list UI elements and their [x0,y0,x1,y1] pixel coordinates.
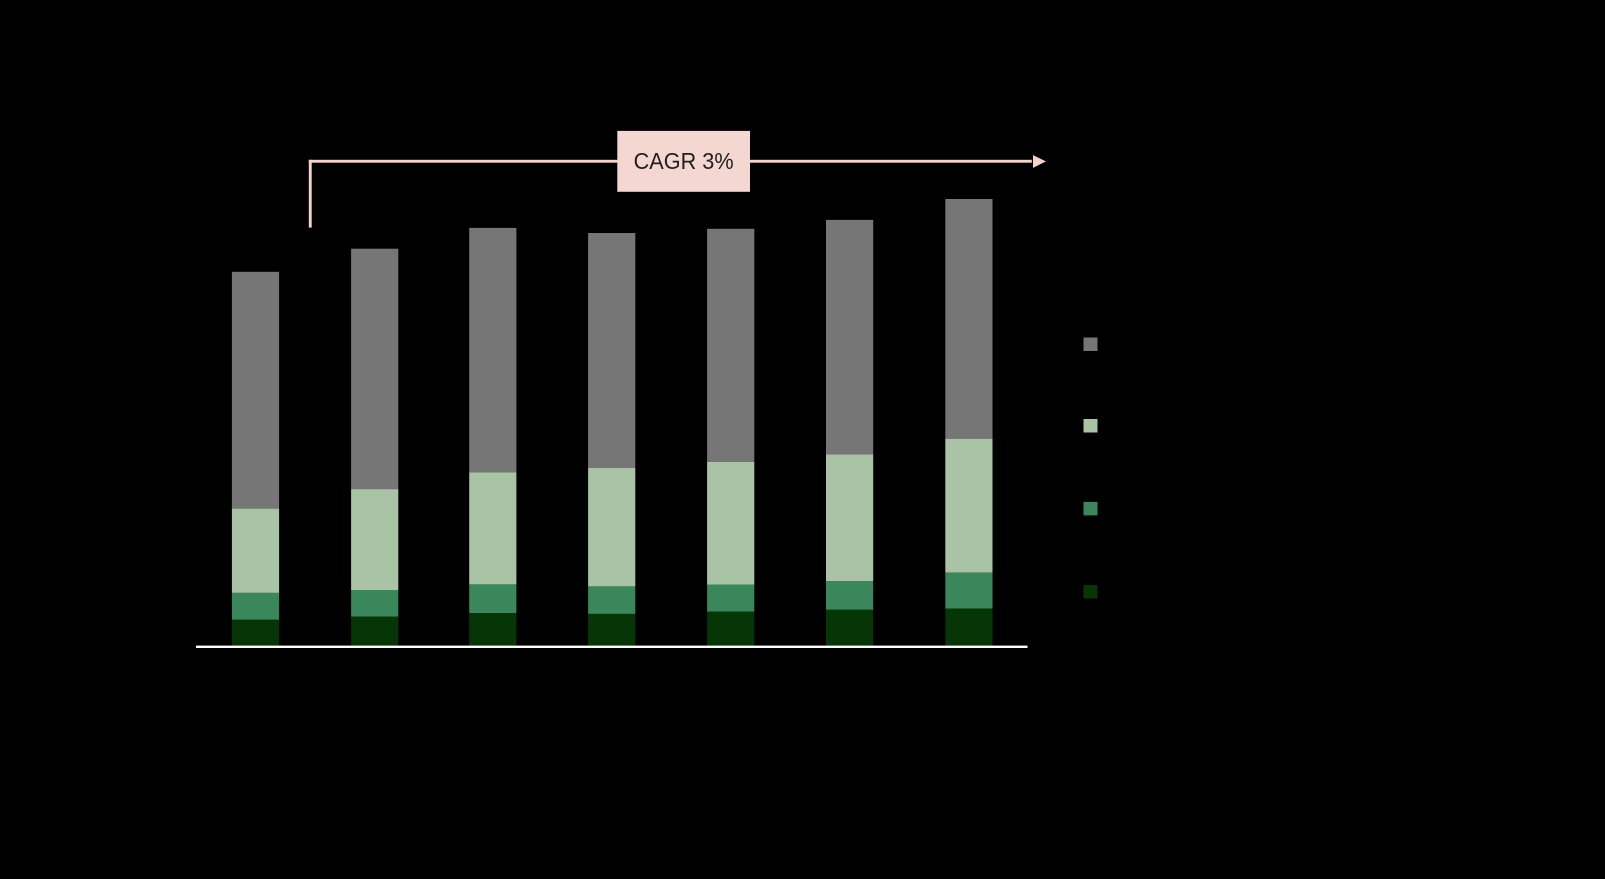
svg-text:CAGR 3%: CAGR 3% [634,148,734,174]
